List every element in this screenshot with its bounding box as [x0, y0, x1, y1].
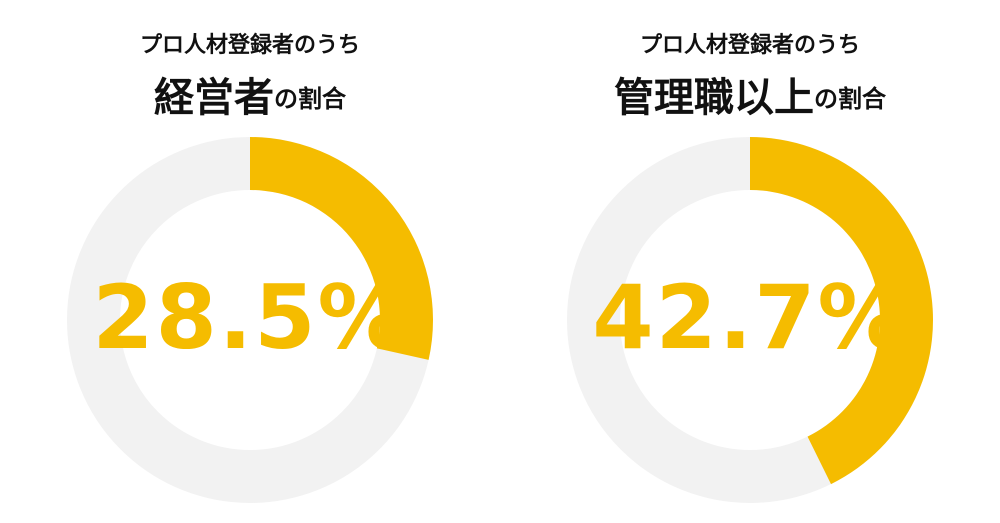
donut-segment	[750, 137, 934, 485]
title-part: の割合	[814, 85, 887, 113]
donut-segment	[250, 137, 433, 360]
value-label: 42.7%	[592, 266, 907, 369]
chart-subtitle: プロ人材登録者のうち	[640, 32, 860, 58]
title-part: 経営者	[154, 75, 274, 121]
value-label: 28.5%	[92, 266, 407, 369]
chart-title: 管理職以上の割合	[614, 75, 887, 121]
title-part: 管理職以上	[614, 75, 814, 121]
chart-title: 経営者の割合	[154, 75, 347, 121]
title-part: の割合	[274, 85, 347, 113]
chart-subtitle: プロ人材登録者のうち	[140, 32, 360, 58]
